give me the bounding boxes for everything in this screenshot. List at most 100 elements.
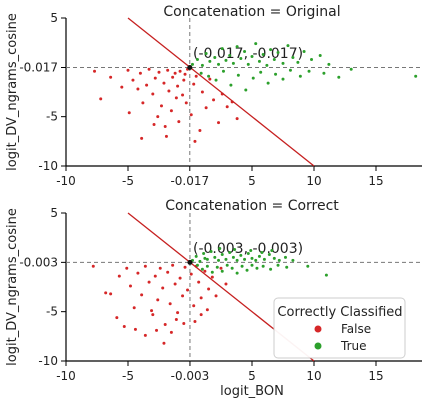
scatter-point-false bbox=[210, 275, 214, 279]
scatter-point-true bbox=[249, 248, 253, 252]
scatter-point-true bbox=[269, 48, 273, 52]
scatter-point-true bbox=[233, 248, 237, 252]
scatter-point-false bbox=[156, 298, 160, 302]
scatter-point-true bbox=[235, 258, 239, 262]
scatter-point-false bbox=[174, 96, 178, 100]
scatter-point-false bbox=[207, 287, 211, 291]
scatter-point-true bbox=[230, 266, 234, 270]
x-tick-label: -10 bbox=[56, 369, 76, 383]
scatter-point-false bbox=[166, 270, 170, 274]
scatter-point-false bbox=[122, 324, 126, 328]
scatter-point-false bbox=[214, 294, 218, 298]
scatter-point-false bbox=[151, 313, 155, 317]
scatter-point-false bbox=[156, 115, 160, 119]
scatter-point-false bbox=[141, 101, 145, 105]
scatter-point-false bbox=[153, 76, 157, 80]
scatter-point-true bbox=[228, 250, 232, 254]
scatter-point-false bbox=[176, 311, 180, 315]
scatter-point-true bbox=[207, 74, 211, 78]
scatter-point-true bbox=[195, 263, 199, 267]
scatter-point-true bbox=[255, 266, 259, 270]
panel-correct: Concatenation = Correct logit_DV_ngrams_… bbox=[5, 198, 422, 399]
x-tick-label: 5 bbox=[248, 369, 256, 383]
scatter-point-true bbox=[205, 264, 209, 268]
y-tick-label: 5 bbox=[50, 11, 58, 25]
scatter-point-false bbox=[183, 265, 187, 269]
scatter-point-true bbox=[235, 271, 239, 275]
x-tick-label: 10 bbox=[306, 369, 321, 383]
scatter-point-true bbox=[220, 269, 224, 273]
scatter-point-false bbox=[167, 89, 171, 93]
scatter-point-false bbox=[150, 309, 154, 313]
scatter-point-false bbox=[117, 274, 121, 278]
scatter-point-false bbox=[197, 280, 201, 284]
scatter-point-true bbox=[283, 255, 287, 259]
scatter-point-false bbox=[157, 70, 161, 74]
scatter-point-true bbox=[337, 75, 341, 79]
scatter-point-true bbox=[220, 47, 224, 51]
scatter-point-false bbox=[166, 68, 170, 72]
scatter-point-false bbox=[155, 328, 159, 332]
scatter-point-true bbox=[244, 88, 248, 92]
scatter-point-false bbox=[212, 98, 216, 102]
scatter-point-true bbox=[257, 254, 261, 258]
scatter-point-false bbox=[109, 75, 113, 79]
scatter-point-true bbox=[262, 257, 266, 261]
scatter-point-true bbox=[281, 77, 285, 81]
scatter-point-false bbox=[173, 71, 177, 75]
y-tick-label: 5 bbox=[50, 206, 58, 220]
scatter-point-true bbox=[306, 264, 310, 268]
scatter-point-true bbox=[220, 252, 224, 256]
y-tick-label: -0.003 bbox=[19, 255, 58, 269]
scatter-point-false bbox=[99, 97, 103, 101]
scatter-point-false bbox=[120, 85, 124, 89]
scatter-point-true bbox=[276, 51, 280, 55]
scatter-point-false bbox=[189, 113, 193, 117]
scatter-point-true bbox=[190, 62, 194, 66]
scatter-point-true bbox=[250, 256, 254, 260]
legend-label-true: True bbox=[340, 339, 367, 353]
scatter-point-true bbox=[285, 265, 289, 269]
scatter-point-false bbox=[169, 109, 173, 113]
scatter-point-true bbox=[235, 45, 239, 49]
scatter-point-true bbox=[243, 257, 247, 261]
intersection-label: (-0.017, -0.017) bbox=[193, 46, 303, 62]
x-axis-label: logit_BON bbox=[220, 384, 284, 399]
scatter-point-true bbox=[209, 249, 213, 253]
scatter-point-true bbox=[250, 263, 254, 267]
scatter-point-true bbox=[239, 253, 243, 257]
scatter-point-false bbox=[181, 93, 185, 97]
scatter-point-true bbox=[322, 71, 326, 75]
scatter-point-false bbox=[225, 105, 229, 109]
scatter-point-false bbox=[127, 111, 131, 115]
scatter-point-false bbox=[143, 264, 147, 268]
x-tick-label: 15 bbox=[368, 174, 383, 188]
scatter-point-false bbox=[138, 71, 142, 75]
scatter-point-false bbox=[140, 136, 144, 140]
scatter-point-false bbox=[193, 139, 197, 143]
y-tick-label: -10 bbox=[38, 159, 58, 173]
scatter-point-true bbox=[250, 54, 254, 58]
scatter-point-true bbox=[204, 52, 208, 56]
scatter-point-true bbox=[210, 270, 214, 274]
x-tick-label: -5 bbox=[122, 369, 134, 383]
scatter-point-false bbox=[235, 117, 239, 121]
scatter-point-true bbox=[286, 44, 290, 48]
scatter-point-true bbox=[414, 74, 418, 78]
scatter-point-true bbox=[221, 69, 225, 73]
scatter-point-false bbox=[178, 276, 182, 280]
scatter-point-true bbox=[246, 251, 250, 255]
scatter-point-true bbox=[246, 62, 250, 66]
x-tick-label: -0.003 bbox=[171, 369, 210, 383]
scatter-point-false bbox=[158, 266, 162, 270]
scatter-point-false bbox=[104, 291, 108, 295]
scatter-point-false bbox=[194, 74, 198, 78]
scatter-point-true bbox=[274, 72, 278, 76]
scatter-point-false bbox=[204, 106, 208, 110]
scatter-point-false bbox=[147, 67, 151, 71]
scatter-point-true bbox=[259, 70, 263, 74]
scatter-point-false bbox=[208, 77, 212, 81]
scatter-point-false bbox=[136, 271, 140, 275]
scatter-point-false bbox=[143, 333, 147, 337]
